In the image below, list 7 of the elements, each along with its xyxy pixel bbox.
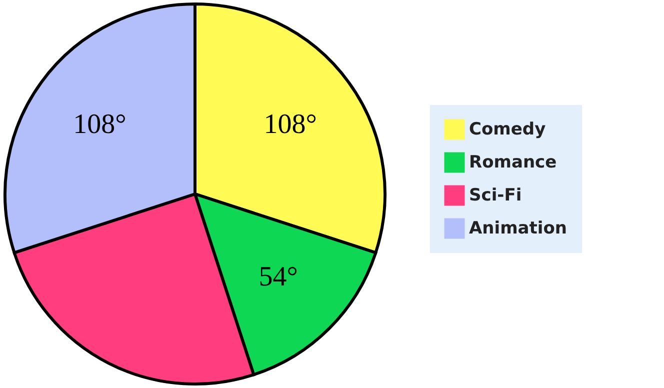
data-label: 54° xyxy=(258,261,298,292)
data-label: 108° xyxy=(264,108,317,140)
legend-label: Romance xyxy=(469,152,557,172)
legend-label: Animation xyxy=(469,218,568,238)
data-label: 108° xyxy=(73,108,126,140)
legend-label: Sci-Fi xyxy=(469,186,522,206)
legend-label: Comedy xyxy=(469,120,546,140)
